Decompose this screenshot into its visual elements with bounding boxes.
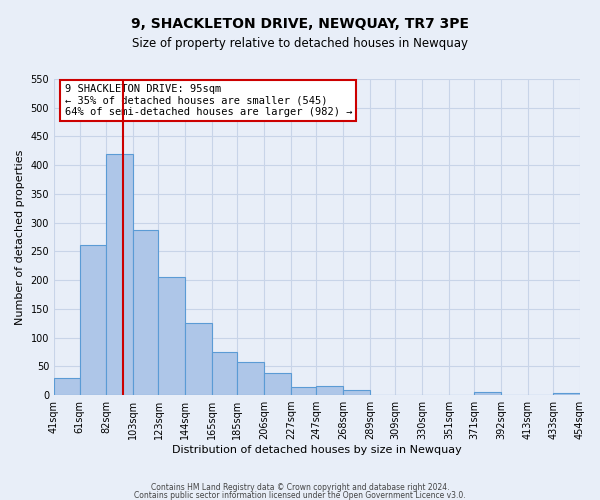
Bar bbox=[212, 352, 238, 395]
Bar bbox=[291, 387, 316, 395]
Text: Size of property relative to detached houses in Newquay: Size of property relative to detached ho… bbox=[132, 38, 468, 51]
Bar bbox=[264, 373, 291, 395]
Bar bbox=[106, 154, 133, 395]
Bar bbox=[185, 323, 212, 395]
Text: 9 SHACKLETON DRIVE: 95sqm
← 35% of detached houses are smaller (545)
64% of semi: 9 SHACKLETON DRIVE: 95sqm ← 35% of detac… bbox=[65, 84, 352, 117]
Bar bbox=[316, 386, 343, 395]
Bar bbox=[474, 392, 501, 395]
Y-axis label: Number of detached properties: Number of detached properties bbox=[15, 150, 25, 324]
Text: Contains HM Land Registry data © Crown copyright and database right 2024.: Contains HM Land Registry data © Crown c… bbox=[151, 483, 449, 492]
X-axis label: Distribution of detached houses by size in Newquay: Distribution of detached houses by size … bbox=[172, 445, 462, 455]
Bar bbox=[80, 244, 106, 395]
Bar bbox=[54, 378, 80, 395]
Bar bbox=[343, 390, 370, 395]
Bar bbox=[158, 278, 185, 395]
Bar bbox=[238, 362, 264, 395]
Bar bbox=[133, 230, 158, 395]
Text: Contains public sector information licensed under the Open Government Licence v3: Contains public sector information licen… bbox=[134, 492, 466, 500]
Bar bbox=[553, 393, 580, 395]
Text: 9, SHACKLETON DRIVE, NEWQUAY, TR7 3PE: 9, SHACKLETON DRIVE, NEWQUAY, TR7 3PE bbox=[131, 18, 469, 32]
